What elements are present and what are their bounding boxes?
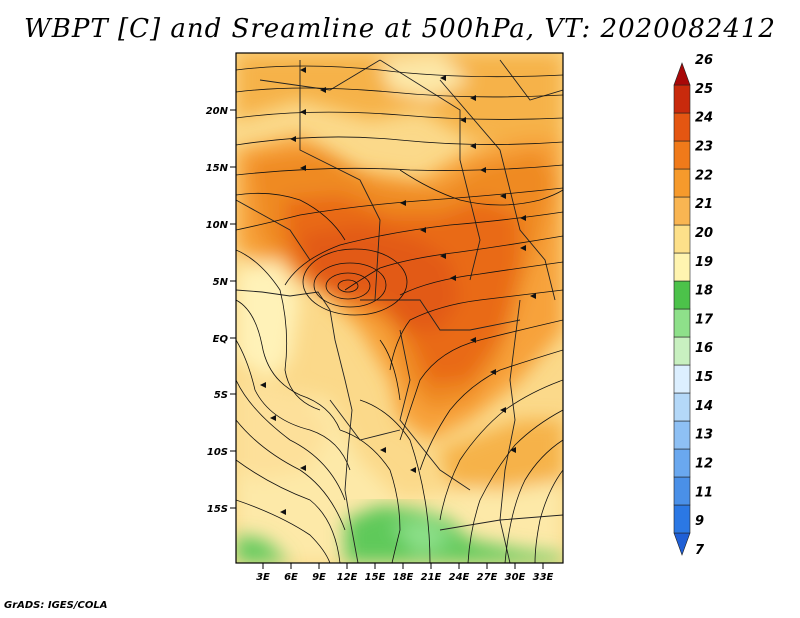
- streamlines: [236, 65, 563, 563]
- colorbar-label: 9: [695, 514, 704, 529]
- colorbar-label: 17: [695, 312, 714, 327]
- colorbar-label: 26: [695, 53, 713, 68]
- footer-credit: GrADS: IGES/COLA: [4, 600, 108, 611]
- colorbar-label: 13: [695, 428, 713, 443]
- colorbar-label: 15: [695, 370, 713, 385]
- colorbar-swatch: [673, 84, 691, 114]
- colorbar-swatch: [673, 168, 691, 198]
- colorbar-swatch: [673, 532, 691, 556]
- colorbar-label: 19: [695, 255, 713, 270]
- colorbar-label: 22: [695, 168, 713, 183]
- lat-label: 20N: [206, 106, 229, 117]
- colorbar-swatch: [673, 504, 691, 534]
- lon-label: 12E: [337, 572, 358, 583]
- colorbar-swatch: [673, 252, 691, 282]
- colorbar-label: 14: [695, 399, 713, 414]
- lon-label: 18E: [393, 572, 414, 583]
- wbpt-field: [236, 53, 563, 563]
- lat-label: 5S: [214, 390, 228, 401]
- lon-label: 15E: [365, 572, 386, 583]
- colorbar-swatch: [673, 224, 691, 254]
- lat-axis: 20N 15N 10N 5N EQ 5S 10S 15S: [206, 106, 236, 515]
- colorbar-label: 25: [695, 82, 713, 97]
- colorbar-swatch: [673, 420, 691, 450]
- lon-label: 30E: [505, 572, 526, 583]
- colorbar-swatch: [673, 196, 691, 226]
- lon-label: 9E: [312, 572, 326, 583]
- colorbar-swatch: [673, 364, 691, 394]
- lat-label: 15S: [207, 504, 228, 515]
- colorbar-swatch: [673, 476, 691, 506]
- chart-title: WBPT [C] and Sreamline at 500hPa, VT: 20…: [24, 14, 776, 44]
- colorbar-label: 20: [695, 226, 713, 241]
- colorbar-swatch: [673, 112, 691, 142]
- colorbar-label: 18: [695, 284, 713, 299]
- lat-label: 10S: [207, 447, 228, 458]
- lon-label: 6E: [284, 572, 298, 583]
- colorbar-label: 24: [695, 111, 713, 126]
- lat-label: EQ: [213, 334, 229, 345]
- map-border: [235, 52, 564, 564]
- lon-label: 33E: [533, 572, 554, 583]
- colorbar-label: 11: [695, 485, 713, 500]
- lat-label: 5N: [213, 277, 229, 288]
- colorbar-swatch: [673, 336, 691, 366]
- colorbar-swatch: [673, 280, 691, 310]
- colorbar-swatch: [673, 308, 691, 338]
- colorbar-swatch: [673, 62, 691, 86]
- lon-axis: 3E 6E 9E 12E 15E 18E 21E 24E 27E 30E 33E: [256, 563, 554, 583]
- colorbar-label: 23: [695, 139, 713, 154]
- stream-arrows: [260, 67, 536, 515]
- colorbar-label: 16: [695, 341, 713, 356]
- lat-label: 10N: [206, 220, 229, 231]
- lon-label: 27E: [477, 572, 498, 583]
- lat-label: 15N: [206, 163, 229, 174]
- colorbar-label: 21: [695, 197, 713, 212]
- colorbar: 7 9 11 12 13 14 15 16 17 18 19 20 21 22 23 24 25 26: [673, 53, 714, 558]
- colorbar-label: 7: [695, 543, 705, 558]
- country-borders: [236, 59, 563, 563]
- colorbar-swatch: [673, 448, 691, 478]
- lon-label: 21E: [421, 572, 442, 583]
- lon-label: 3E: [256, 572, 270, 583]
- colorbar-label: 12: [695, 457, 713, 472]
- lon-label: 24E: [449, 572, 470, 583]
- colorbar-swatch: [673, 140, 691, 170]
- colorbar-swatch: [673, 392, 691, 422]
